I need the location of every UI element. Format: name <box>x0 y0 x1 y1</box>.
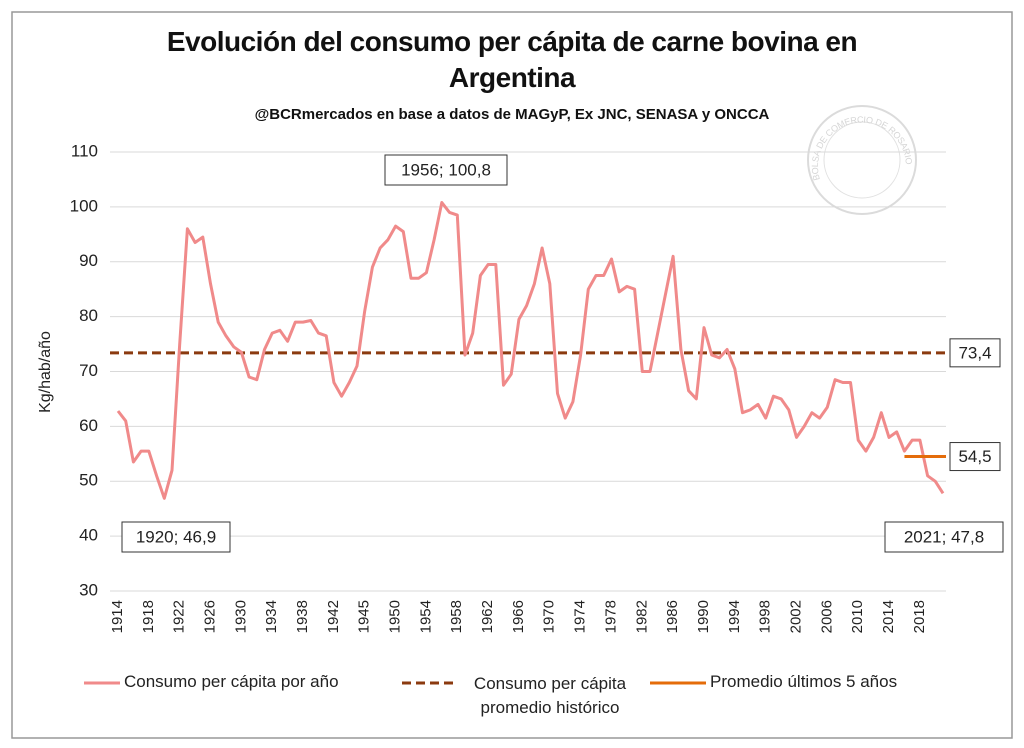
y-tick-label: 100 <box>70 196 98 215</box>
watermark-ring <box>807 105 917 215</box>
data-label: 73,4 <box>958 343 991 362</box>
x-tick-label: 1990 <box>695 600 712 633</box>
x-tick-label: 1954 <box>417 600 434 633</box>
label-box <box>949 338 1001 368</box>
x-tick-label: 1914 <box>109 600 126 633</box>
x-tick-label: 2010 <box>849 600 866 633</box>
label-box <box>949 442 1001 472</box>
legend-label: Promedio últimos 5 años <box>710 672 898 691</box>
annotation: 1920; 46,9 <box>136 527 216 546</box>
x-tick-label: 2018 <box>911 600 928 633</box>
y-tick-label: 110 <box>71 141 98 160</box>
y-tick-label: 40 <box>79 526 98 545</box>
x-tick-label: 1922 <box>171 600 188 633</box>
x-tick-label: 1966 <box>510 600 527 633</box>
x-tick-label: 1934 <box>263 600 280 633</box>
x-tick-label: 1974 <box>572 600 589 633</box>
x-tick-label: 1942 <box>325 600 342 633</box>
y-tick-label: 80 <box>79 306 98 325</box>
x-tick-label: 1994 <box>726 600 743 633</box>
x-tick-label: 1986 <box>664 600 681 633</box>
x-tick-label: 1938 <box>294 600 311 633</box>
y-tick-label: 30 <box>79 580 98 599</box>
x-tick-label: 1978 <box>602 600 619 633</box>
data-line <box>116 201 945 500</box>
x-tick-label: 1950 <box>387 600 404 633</box>
x-tick-label: 1926 <box>201 600 218 633</box>
x-tick-label: 2002 <box>787 600 804 633</box>
annotation-box <box>884 521 1004 553</box>
x-tick-label: 1998 <box>757 600 774 633</box>
x-tick-label: 1982 <box>633 600 650 633</box>
watermark-ring <box>823 121 901 199</box>
chart-title: Evolución del consumo per cápita de carn… <box>166 26 858 93</box>
x-tick-label: 2014 <box>880 600 897 633</box>
frame <box>11 11 1013 739</box>
annotation-box <box>384 154 508 186</box>
y-tick-label: 60 <box>79 416 98 435</box>
y-tick-label: 70 <box>79 361 98 380</box>
y-tick-label: 50 <box>79 471 98 490</box>
annotation-box <box>121 521 231 553</box>
x-tick-label: 1930 <box>232 600 249 633</box>
chart-subtitle: @BCRmercados en base a datos de MAGyP, E… <box>254 106 770 123</box>
x-tick-label: 1945 <box>356 600 373 633</box>
y-tick-label: 90 <box>79 251 98 270</box>
legend-label: Consumo per cápita por año <box>124 672 339 691</box>
data-label: 54,5 <box>958 447 991 466</box>
annotation: 2021; 47,8 <box>904 527 984 546</box>
legend-label: Consumo per cápita promedio histórico <box>473 674 627 717</box>
x-tick-label: 2006 <box>818 600 835 633</box>
x-tick-label: 1962 <box>479 600 496 633</box>
annotation: 1956; 100,8 <box>401 160 491 179</box>
x-tick-label: 1918 <box>140 600 157 633</box>
y-axis-label: Kg/hab/año <box>37 331 54 413</box>
x-tick-label: 1958 <box>448 600 465 633</box>
x-tick-label: 1970 <box>541 600 558 633</box>
